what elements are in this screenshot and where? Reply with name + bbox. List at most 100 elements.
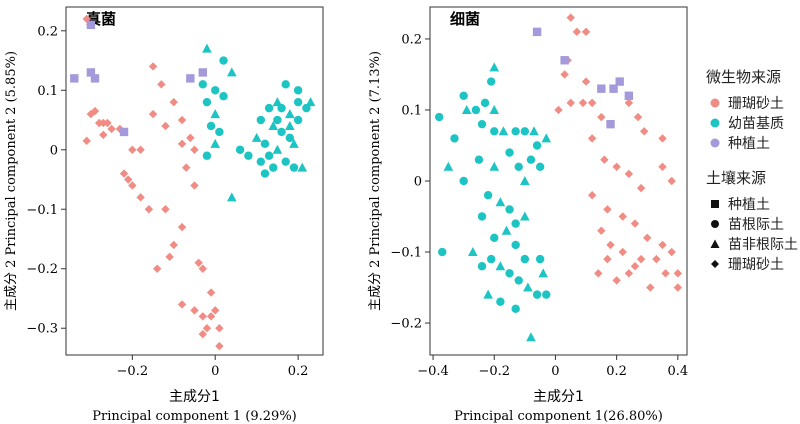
data-point xyxy=(269,163,278,172)
data-point xyxy=(182,163,191,172)
data-point xyxy=(86,68,96,77)
data-point xyxy=(633,112,643,122)
y-tick-label: −0.1 xyxy=(390,246,422,261)
data-point xyxy=(272,97,283,107)
data-point xyxy=(511,219,520,228)
data-point xyxy=(483,289,493,299)
data-point xyxy=(281,157,290,166)
x-tick-label: 0.2 xyxy=(288,364,309,379)
legend-item-diamond: 珊瑚砂土 xyxy=(706,254,798,274)
data-point xyxy=(612,276,621,285)
legend: 微生物来源 珊瑚砂土 幼苗基质 种植土 土壤来源 种植土 苗根际土 苗非根际土 … xyxy=(706,66,798,274)
data-point xyxy=(206,312,216,321)
y-axis-label: 主成分 2 Principal component 2 (7.13%) xyxy=(368,51,383,311)
data-point xyxy=(264,103,274,113)
x-tick-label: −0.2 xyxy=(117,364,149,379)
data-point xyxy=(541,133,552,143)
data-point xyxy=(511,240,520,250)
data-point xyxy=(161,121,170,131)
data-point xyxy=(177,222,187,232)
data-point xyxy=(277,103,286,113)
data-point xyxy=(305,97,316,107)
y-axis-label: 主成分 2 Principal component 2 (5.85%) xyxy=(4,51,19,311)
data-point xyxy=(219,56,228,65)
legend-label: 种植土 xyxy=(728,197,770,213)
y-tick-label: −0.2 xyxy=(390,317,422,332)
data-point xyxy=(661,269,670,278)
data-point xyxy=(477,212,487,221)
data-point xyxy=(227,67,237,77)
data-point xyxy=(618,247,627,257)
data-point xyxy=(486,254,496,264)
data-point xyxy=(161,205,170,214)
data-point xyxy=(103,118,112,128)
data-point xyxy=(501,225,512,235)
y-tick-label: 0.2 xyxy=(401,32,422,47)
y-tick-label: 0 xyxy=(414,175,422,190)
data-point xyxy=(483,191,493,200)
data-point xyxy=(554,105,563,115)
legend-diamond-marker-icon xyxy=(710,259,720,269)
data-point xyxy=(157,80,166,89)
data-point xyxy=(123,175,133,184)
data-point xyxy=(581,77,591,86)
data-point xyxy=(667,176,676,186)
data-point xyxy=(658,240,667,250)
data-point xyxy=(566,98,575,108)
panel-title: 细菌 xyxy=(450,10,480,28)
data-point xyxy=(281,80,290,89)
data-point xyxy=(520,127,530,136)
data-point xyxy=(136,193,145,202)
data-point xyxy=(560,70,569,79)
data-point xyxy=(471,105,481,115)
data-point xyxy=(227,192,237,202)
data-point xyxy=(505,148,514,157)
data-point xyxy=(609,84,618,93)
data-point xyxy=(210,138,221,148)
data-point xyxy=(624,169,634,179)
legend-item-triangle: 苗非根际土 xyxy=(706,234,798,254)
data-point xyxy=(542,290,551,299)
data-point xyxy=(438,247,447,257)
data-point xyxy=(587,191,597,200)
legend-item-seedling-substrate: 幼苗基质 xyxy=(706,113,798,133)
y-tick-label: 0.1 xyxy=(37,84,58,99)
data-point xyxy=(646,283,655,292)
data-point xyxy=(477,119,487,129)
data-point xyxy=(480,98,490,108)
data-point xyxy=(658,162,667,171)
data-point xyxy=(643,233,652,243)
data-point xyxy=(202,97,212,107)
data-point xyxy=(293,97,303,107)
data-point xyxy=(600,155,609,164)
data-point xyxy=(165,252,174,262)
data-point xyxy=(523,282,533,292)
data-point xyxy=(597,112,606,122)
data-point xyxy=(70,74,79,83)
data-point xyxy=(82,136,91,146)
data-point xyxy=(202,324,212,333)
data-point xyxy=(206,121,216,131)
data-point xyxy=(293,86,303,95)
data-point xyxy=(560,56,569,65)
data-point xyxy=(520,254,530,264)
data-point xyxy=(520,211,530,221)
data-point xyxy=(272,144,283,154)
x-tick-label: 0.2 xyxy=(606,364,627,379)
data-point xyxy=(190,306,199,315)
data-point xyxy=(211,86,220,95)
data-point xyxy=(474,155,484,164)
data-point xyxy=(490,233,499,243)
data-point xyxy=(505,269,514,278)
data-point xyxy=(606,119,615,129)
legend-label: 苗非根际土 xyxy=(728,237,798,253)
data-point xyxy=(673,269,683,278)
legend-soil-title: 土壤来源 xyxy=(706,169,767,187)
data-point xyxy=(490,127,499,136)
data-point xyxy=(198,264,207,273)
data-point xyxy=(215,324,224,333)
data-point xyxy=(489,62,500,72)
data-point xyxy=(498,126,509,136)
data-point xyxy=(532,290,542,299)
